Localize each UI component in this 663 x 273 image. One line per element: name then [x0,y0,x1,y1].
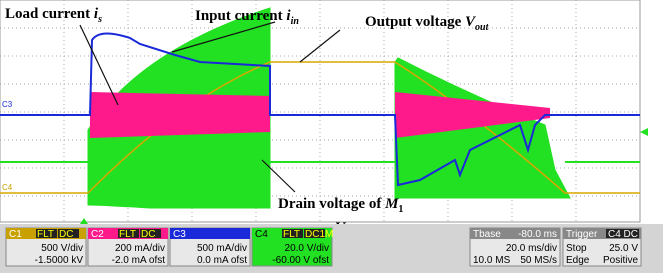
channel-scale: 200 mA/div [115,243,165,254]
channel-offset: -60.00 V ofst [272,255,329,266]
channel-marker: C4 [2,183,13,192]
scope-screen: C3 C4 Load current is Input current iin … [0,0,663,273]
channel-name: C3 [173,229,186,240]
timebase-delay: -80.0 ms [518,229,557,240]
channel-offset: 0.0 mA ofst [197,255,247,266]
channel-flag: FLT [37,229,54,240]
channel-scale: 20.0 V/div [285,243,329,254]
trigger-type: Edge [566,255,590,266]
channel-flag: DC1M [305,229,333,240]
trigger-label: Trigger [566,229,598,240]
trigger-slope: Positive [603,255,638,266]
channel-offset: -1.5000 kV [35,255,84,266]
channel-flag: FLT [283,229,300,240]
channel-flag: FLT [119,229,136,240]
trigger-level: 25.0 V [609,243,638,254]
channel-name: C4 [255,229,268,240]
channel-flag: DC [141,229,155,240]
timebase-scale: 20.0 ms/div [506,243,557,254]
channel-name: C1 [9,229,22,240]
channel-scale: 500 V/div [41,243,83,254]
trigger-source: C4 [608,229,621,240]
channel-marker: C3 [2,100,13,109]
timebase-label: Tbase [473,229,501,240]
timebase-rate: 50 MS/s [520,255,557,266]
channel-scale: 500 mA/div [197,243,247,254]
trigger-mode: Stop [566,243,587,254]
timebase-memory: 10.0 MS [473,255,511,266]
channel-flag: DC [59,229,73,240]
channel-offset: -2.0 mA ofst [112,255,166,266]
channel-name: C2 [91,229,104,240]
trigger-coupling: DC [624,229,638,240]
